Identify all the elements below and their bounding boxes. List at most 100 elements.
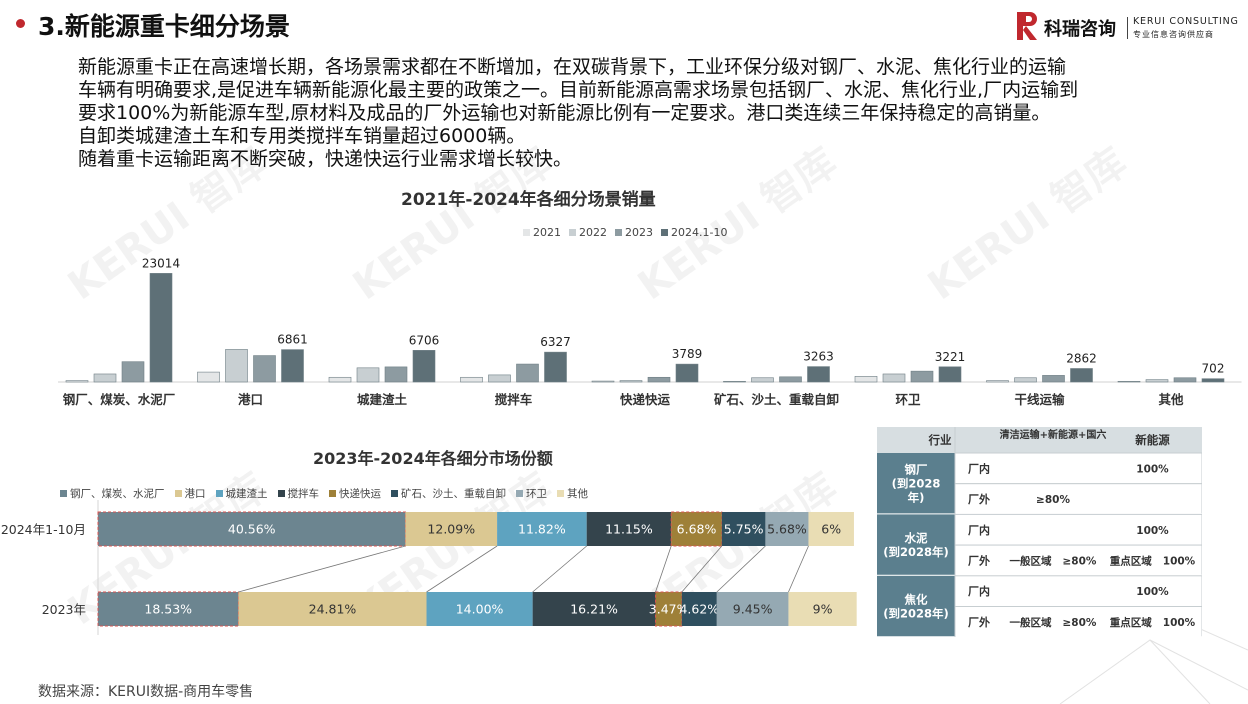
legend-item: 2023 [615,226,653,239]
legend-item: 2022 [569,226,607,239]
legend-swatch [557,490,564,497]
category-label: 环卫 [895,392,921,407]
data-label: 11.15% [605,522,653,537]
legend-swatch [391,490,398,497]
legend-swatch [569,229,576,236]
legend-swatch [174,490,182,497]
connector-line [655,545,672,593]
bar [460,376,483,383]
bar [1173,377,1197,383]
bar [253,355,276,383]
scope-label: 厂外 [968,553,990,567]
category-label: 2024年1-10月 [1,522,86,537]
bar [488,374,511,383]
category-label: 城建渣土 [357,392,408,407]
legend-label: 港口 [184,488,206,500]
data-label: 18.53% [144,602,192,617]
scope-label: 厂内 [968,584,990,598]
legend-item: 环卫 [516,486,547,501]
bar [1145,379,1169,383]
legend-swatch [661,229,668,236]
data-label: 5.75% [724,522,764,537]
title-bullet-icon [16,19,25,28]
table-header-cell: 行业 [928,433,952,447]
bar [591,380,615,383]
bar [938,366,962,383]
legend-label: 搅拌车 [287,488,320,500]
intro-paragraph: 新能源重卡正在高速增长期，各场景需求都在不断增加，在双碳背景下，工业环保分级对钢… [78,56,1238,171]
stacked-segment [721,512,766,546]
bar [225,349,248,383]
bar [854,376,878,383]
connector-line [238,545,406,593]
data-label: 11.82% [518,522,566,537]
legend-item: 港口 [174,486,206,501]
logo-name-cn: 科瑞咨询 [1044,19,1116,40]
stacked-segment [497,512,587,546]
industry-cell [877,575,955,637]
data-label: 4.62% [679,602,719,617]
stacked-segment [716,592,789,626]
logo-tagline: 专业信息咨询供应商 [1133,30,1214,39]
kerui-logo-icon [1017,12,1037,40]
industry-label: 钢厂(到2028 年) [892,463,941,505]
table-header-cell: 新能源 [1135,433,1170,447]
data-label: 16.21% [570,602,618,617]
legend-label: 矿石、沙土、重载自卸 [401,488,506,500]
bar [647,376,671,383]
legend-label: 钢厂、煤炭、水泥厂 [70,488,165,500]
legend-label: 2024.1-10 [671,226,728,239]
bar [1014,377,1037,383]
bar [751,377,774,383]
legend-swatch [277,490,285,497]
paragraph-line: 随着重卡运输距离不断突破，快递快运行业需求增长较快。 [78,148,573,170]
legend-label: 城建渣土 [225,488,268,500]
stacked-segment [405,512,498,546]
category-label: 搅拌车 [495,392,533,407]
data-label: 6706 [409,333,440,347]
bar [121,361,145,383]
table-cell: 100% [1136,525,1169,537]
legend-label: 2023 [625,226,653,239]
stacked-segment [765,512,809,546]
bar [516,363,539,383]
scope-label: 厂外 [968,492,990,506]
stacked-segment [586,512,672,546]
bar [1042,375,1065,383]
stacked-segment [681,592,717,626]
stacked-segment [808,512,854,546]
bar [1117,380,1141,383]
chart2-legend: 钢厂、煤炭、水泥厂 港口 城建渣土 搅拌车 快递快运 矿石、沙土、重载自卸 环卫 其他 [60,486,588,501]
data-label: 3263 [803,350,834,364]
chart2-title: 2023年-2024年各细分市场份额 [313,449,553,468]
legend-label: 环卫 [526,488,547,500]
legend-label: 其他 [567,488,588,500]
data-label: 23014 [142,256,180,270]
legend-swatch [329,490,336,497]
bar [281,349,304,383]
paragraph-line: 自卸类城建渣土车和专用类搅拌车销量超过6000辆。 [78,125,526,147]
data-label: 6327 [540,335,571,349]
page-title: 3.新能源重卡细分场景 [38,12,290,41]
category-label: 钢厂、煤炭、水泥厂 [63,392,176,407]
table-cell: 重点区域 100% [1110,554,1196,567]
table-row [954,483,1202,515]
legend-label: 2021 [533,226,561,239]
bar [807,366,830,383]
legend-swatch [516,490,523,497]
table-cell: ≥80% [1036,494,1070,506]
data-label: 3221 [935,350,966,364]
data-label: 3.47% [649,602,689,617]
stacked-segment [655,591,683,627]
data-label: 2862 [1066,351,1097,365]
stacked-segment [788,592,857,626]
data-label: 40.56% [228,522,276,537]
legend-item: 其他 [557,486,588,501]
table-cell: 重点区域 100% [1110,616,1196,629]
legend-swatch [615,229,622,236]
connector-line [532,545,587,593]
paragraph-line: 车辆有明确要求,是促进车辆新能源化最主要的政策之一。目前新能源高需求场景包括钢厂… [78,79,1079,101]
stacked-segment [238,592,427,626]
category-label: 其他 [1158,392,1184,407]
